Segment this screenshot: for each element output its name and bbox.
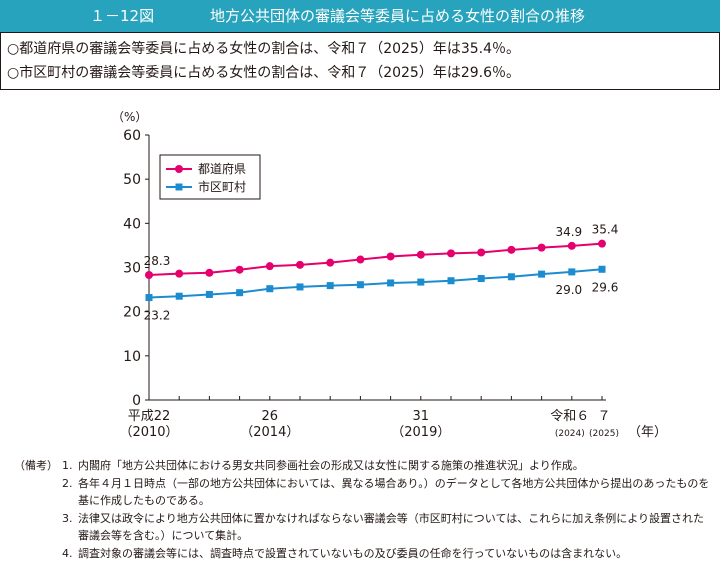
data-point-2	[477, 275, 485, 283]
data-point-2	[417, 278, 425, 286]
data-point-2	[296, 283, 304, 291]
data-point-1	[356, 255, 365, 264]
data-point-1	[145, 271, 153, 280]
figure-number: １－12図	[90, 7, 155, 25]
data-point-1	[507, 245, 516, 254]
line-chart: 0 10 20 30 40 50 60 （%） 平成22（2010） 26（2014） 31（201…	[112, 110, 667, 440]
data-point-1	[447, 249, 455, 258]
data-point-2	[326, 282, 334, 290]
y-tick-label: 20	[123, 305, 141, 321]
note-number: 3.	[62, 511, 73, 525]
x-tick-sublabel: （2019）	[391, 425, 450, 440]
data-point-1	[598, 239, 606, 248]
data-point-1	[175, 269, 184, 278]
y-tick-label: 60	[123, 128, 141, 144]
data-point-1	[265, 262, 274, 271]
summary-line-prefecture: ○都道府県の審議会等委員に占める女性の割合は、令和７（2025）年は35.4％。	[7, 41, 521, 57]
notes-heading: （備考）	[14, 459, 58, 472]
x-tick-label: ７	[597, 409, 610, 424]
data-point-1	[477, 248, 486, 257]
data-point-2	[447, 277, 455, 285]
legend-label-1: 都道府県	[198, 161, 246, 176]
data-point-1	[537, 243, 546, 252]
data-point-2	[175, 292, 183, 300]
y-tick-label: 40	[123, 216, 141, 232]
x-tick-sublabel: （2014）	[240, 425, 299, 440]
data-point-2	[236, 289, 244, 297]
data-point-1	[296, 260, 304, 269]
note-text: 内閣府「地方公共団体における男女共同参画社会の形成又は女性に関する施策の推進状況…	[78, 459, 584, 472]
series-line-1	[148, 242, 603, 277]
note-text: 法律又は政令により地方公共団体に置かなければならない審議会等（市区町村については…	[78, 511, 705, 543]
data-point-2	[145, 294, 153, 302]
data-point-2	[507, 273, 515, 281]
note-item-2: 2. 各年４月１日時点（一部の地方公共団体においては、異なる場合あり。）のデータ…	[14, 475, 714, 510]
data-point-2	[568, 268, 576, 276]
x-tick-label: 26	[262, 409, 279, 424]
x-tick-label: 平成22	[128, 409, 171, 424]
notes-section: （備考） 1. 内閣府「地方公共団体における男女共同参画社会の形成又は女性に関す…	[14, 457, 714, 562]
x-tick-sublabel: （2010）	[119, 425, 178, 440]
y-tick-label: 50	[123, 172, 141, 188]
note-item-4: 4. 調査対象の審議会等には、調査時点で設置されていないもの及び委員の任命を行っ…	[14, 545, 714, 563]
note-number: 2.	[62, 476, 73, 490]
summary-line-municipality: ○市区町村の審議会等委員に占める女性の割合は、令和７（2025）年は29.6％。	[7, 65, 521, 81]
data-label: 28.3	[144, 254, 171, 268]
figure-title-bar: １－12図 地方公共団体の審議会等委員に占める女性の割合の推移	[0, 0, 720, 32]
data-point-1	[386, 252, 395, 261]
legend-marker-1	[175, 165, 183, 173]
data-point-2	[356, 281, 364, 289]
x-axis-unit: （年）	[628, 425, 667, 440]
data-point-2	[538, 270, 546, 278]
data-point-2	[598, 265, 606, 273]
data-point-1	[567, 241, 576, 250]
note-text: 調査対象の審議会等には、調査時点で設置されていないもの及び委員の任命を行っていな…	[78, 546, 628, 560]
data-point-1	[205, 268, 214, 277]
data-point-1	[235, 265, 244, 274]
x-tick-sublabel: (2025)	[589, 429, 619, 439]
legend-marker-2	[175, 183, 183, 191]
data-point-1	[416, 250, 425, 259]
note-item-3: 3. 法律又は政令により地方公共団体に置かなければならない審議会等（市区町村につ…	[14, 510, 714, 545]
x-tick-sublabel: (2024)	[555, 429, 585, 439]
legend-box	[159, 154, 261, 200]
note-item-1: （備考） 1. 内閣府「地方公共団体における男女共同参画社会の形成又は女性に関す…	[14, 457, 714, 475]
figure-title: 地方公共団体の審議会等委員に占める女性の割合の推移	[210, 7, 586, 25]
note-number: 1.	[62, 459, 73, 472]
legend-label-2: 市区町村	[198, 179, 246, 194]
data-label: 34.9	[555, 225, 582, 239]
summary-box: ○都道府県の審議会等委員に占める女性の割合は、令和７（2025）年は35.4％。…	[0, 32, 720, 90]
y-tick-label: 0	[132, 393, 141, 409]
y-tick-label: 30	[123, 261, 141, 277]
x-tick-label: 31	[413, 409, 430, 424]
data-point-2	[266, 285, 274, 293]
y-axis-unit: （%）	[112, 110, 147, 124]
data-label: 23.2	[144, 309, 171, 323]
data-point-1	[326, 258, 335, 267]
data-point-2	[387, 279, 395, 287]
x-tick-label: 令和６	[550, 409, 589, 424]
note-number: 4.	[62, 546, 73, 560]
y-tick-label: 10	[123, 349, 141, 365]
note-text: 各年４月１日時点（一部の地方公共団体においては、異なる場合あり。）のデータとして…	[78, 476, 710, 508]
data-label: 35.4	[592, 223, 619, 237]
data-label: 29.0	[555, 283, 582, 297]
series-line-2	[148, 268, 603, 299]
data-point-2	[205, 290, 213, 298]
data-label: 29.6	[592, 280, 619, 294]
